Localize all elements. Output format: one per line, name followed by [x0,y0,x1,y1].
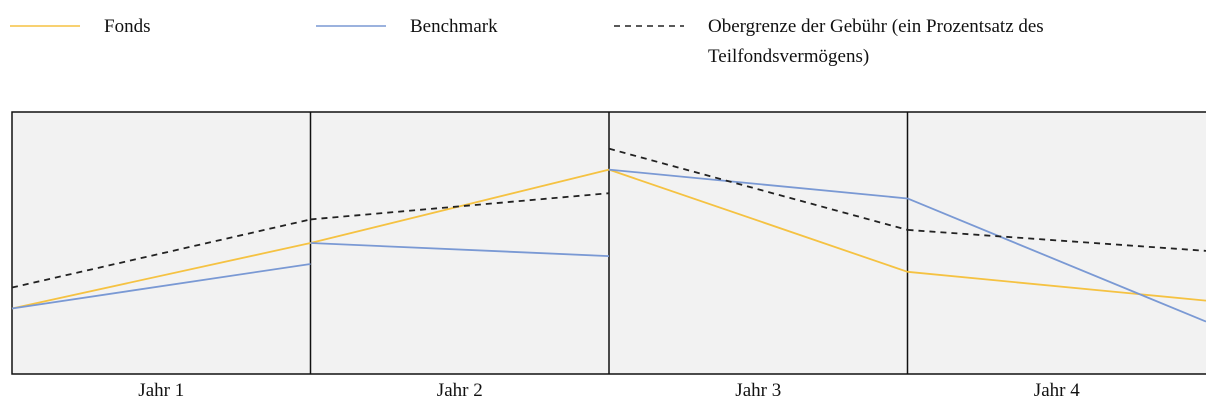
x-tick-label: Jahr 3 [735,380,781,401]
series-segment [310,242,610,257]
legend-swatch [614,25,684,27]
series-segment [907,197,1206,323]
legend-label: Benchmark [410,16,498,37]
legend-label: Obergrenze der Gebühr (ein Prozentsatz d… [708,16,1044,67]
series-segment [310,192,610,221]
series-segment [608,168,908,200]
series-segment [310,168,610,244]
legend-label: Fonds [104,16,151,37]
legend-item: Obergrenze der Gebühr (ein Prozentsatz d… [614,12,1138,72]
series-segment [907,229,1206,252]
series-segment [11,218,311,289]
x-tick-label: Jahr 2 [437,380,483,401]
legend-swatch [316,25,386,27]
x-tick-label: Jahr 1 [138,380,184,401]
legend-swatch [10,25,80,27]
series-segment [11,263,311,310]
legend-item: Fonds [10,12,150,42]
series-segment [608,147,908,231]
series-segment [608,168,908,273]
legend-item: Benchmark [316,12,498,42]
series-segment [11,242,311,310]
x-tick-label: Jahr 4 [1034,380,1080,401]
series-segment [907,270,1206,302]
